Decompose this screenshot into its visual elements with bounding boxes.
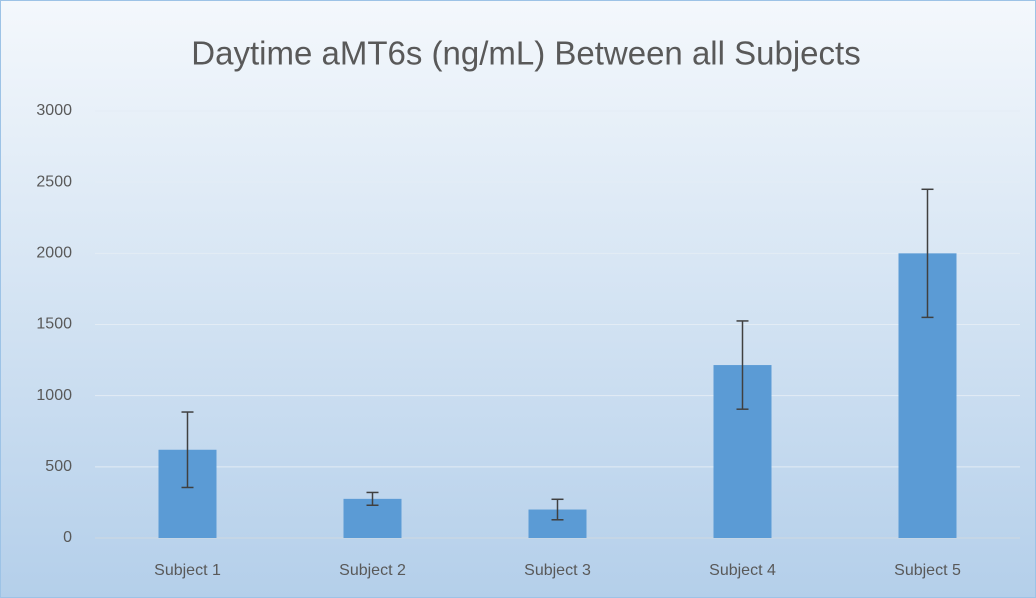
chart-title: Daytime aMT6s (ng/mL) Between all Subjec… [191, 35, 860, 72]
y-tick-label: 2000 [36, 245, 72, 262]
y-tick-label: 0 [63, 529, 72, 546]
x-tick-label: Subject 5 [894, 562, 961, 579]
x-tick-label: Subject 2 [339, 562, 406, 579]
y-tick-label: 500 [45, 458, 72, 475]
y-tick-label: 1000 [36, 387, 72, 404]
x-tick-label: Subject 4 [709, 562, 776, 579]
x-tick-label: Subject 3 [524, 562, 591, 579]
y-tick-label: 2500 [36, 173, 72, 190]
y-tick-label: 1500 [36, 316, 72, 333]
y-tick-label: 3000 [36, 102, 72, 119]
x-tick-label: Subject 1 [154, 562, 221, 579]
